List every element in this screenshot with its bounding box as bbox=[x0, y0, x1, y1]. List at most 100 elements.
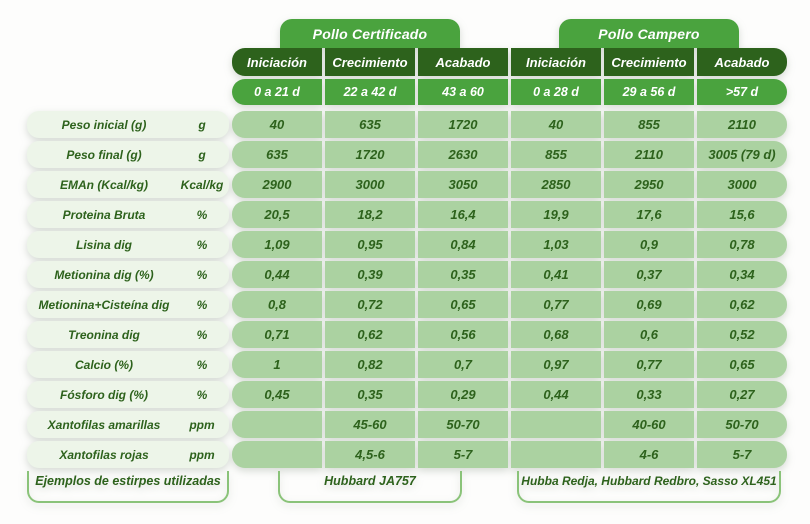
cell-value: 3005 (79 d) bbox=[697, 141, 787, 168]
phase-header: Acabado bbox=[418, 48, 508, 76]
cell-value: 0,97 bbox=[511, 351, 601, 378]
cell-value: 0,68 bbox=[511, 321, 601, 348]
row-unit: % bbox=[196, 357, 208, 372]
cell-value: 855 bbox=[511, 141, 601, 168]
row-label: Xantofilas amarillas bbox=[47, 417, 161, 432]
cell-value: 0,56 bbox=[418, 321, 508, 348]
cell-value: 0,82 bbox=[325, 351, 415, 378]
age-header: 22 a 42 d bbox=[325, 79, 415, 105]
cell-value: 2900 bbox=[232, 171, 322, 198]
row-label: Metionina+Cisteína dig bbox=[38, 297, 170, 312]
cell-value: 20,5 bbox=[232, 201, 322, 228]
table-row: Peso final (g) g 635 1720 2630 855 2110 3005 (7… bbox=[27, 141, 787, 168]
cell-value: 17,6 bbox=[604, 201, 694, 228]
group-tab-wrap-certificado: Pollo Certificado bbox=[232, 12, 508, 48]
row-label-pill: EMAn (Kcal/kg) Kcal/kg bbox=[27, 171, 229, 198]
phase-header-row: Iniciación Crecimiento Acabado Iniciació… bbox=[27, 48, 787, 76]
header-spacer bbox=[27, 12, 229, 48]
row-label: Metionina dig (%) bbox=[54, 267, 154, 282]
row-label: EMAn (Kcal/kg) bbox=[59, 177, 148, 192]
header-spacer bbox=[27, 48, 229, 76]
cell-value: 0,35 bbox=[325, 381, 415, 408]
table-row: Metionina dig (%)% 0,44 0,39 0,35 0,41 0,37 0,… bbox=[27, 261, 787, 288]
table-row: Lisina dig% 1,09 0,95 0,84 1,03 0,9 0,78 bbox=[27, 231, 787, 258]
cell-value: 15,6 bbox=[697, 201, 787, 228]
cell-value: 0,62 bbox=[697, 291, 787, 318]
cell-value: 635 bbox=[232, 141, 322, 168]
row-label-pill: Peso inicial (g) g bbox=[27, 111, 229, 138]
cell-value: 16,4 bbox=[418, 201, 508, 228]
cell-value: 0,72 bbox=[325, 291, 415, 318]
cell-value: 2110 bbox=[604, 141, 694, 168]
cell-value: 5-7 bbox=[697, 441, 787, 468]
row-label-pill: Calcio (%)% bbox=[27, 351, 229, 378]
cell-value: 2850 bbox=[511, 171, 601, 198]
cell-value: 0,44 bbox=[232, 261, 322, 288]
cell-value: 0,44 bbox=[511, 381, 601, 408]
cell-value: 45-60 bbox=[325, 411, 415, 438]
cell-value: 0,45 bbox=[232, 381, 322, 408]
phase-header: Iniciación bbox=[511, 48, 601, 76]
cell-value: 0,77 bbox=[604, 351, 694, 378]
group-tabs-row: Pollo Certificado Pollo Campero bbox=[27, 12, 787, 48]
row-label-pill: Metionina+Cisteína dig% bbox=[27, 291, 229, 318]
row-unit: ppm bbox=[189, 417, 215, 432]
cell-value: 50-70 bbox=[697, 411, 787, 438]
cell-value: 5-7 bbox=[418, 441, 508, 468]
phase-header: Iniciación bbox=[232, 48, 322, 76]
cell-value: 0,34 bbox=[697, 261, 787, 288]
row-unit: g bbox=[198, 147, 206, 162]
cell-value: 0,35 bbox=[418, 261, 508, 288]
cell-value: 3000 bbox=[325, 171, 415, 198]
cell-value: 0,41 bbox=[511, 261, 601, 288]
cell-value: 18,2 bbox=[325, 201, 415, 228]
table-row: Metionina+Cisteína dig% 0,8 0,72 0,65 0,77 0,… bbox=[27, 291, 787, 318]
cell-value: 855 bbox=[604, 111, 694, 138]
cell-value bbox=[232, 441, 322, 468]
footer-certificado-strains: Hubbard JA757 bbox=[277, 471, 463, 503]
age-header-row: 0 a 21 d 22 a 42 d 43 a 60 0 a 28 d 29 a… bbox=[27, 79, 787, 105]
cell-value: 40-60 bbox=[604, 411, 694, 438]
header-spacer bbox=[27, 79, 229, 105]
cell-value: 0,78 bbox=[697, 231, 787, 258]
cell-value bbox=[511, 411, 601, 438]
table-row: Peso inicial (g) g 40 635 1720 40 855 2110 bbox=[27, 111, 787, 138]
cell-value: 40 bbox=[511, 111, 601, 138]
cell-value: 0,62 bbox=[325, 321, 415, 348]
cell-value: 2630 bbox=[418, 141, 508, 168]
cell-value: 0,95 bbox=[325, 231, 415, 258]
row-label: Lisina dig bbox=[75, 237, 132, 252]
footer-campero-strains: Hubba Redja, Hubbard Redbro, Sasso XL451 bbox=[516, 471, 782, 503]
row-unit: % bbox=[196, 387, 208, 402]
phase-header: Crecimiento bbox=[604, 48, 694, 76]
row-label-pill: Metionina dig (%)% bbox=[27, 261, 229, 288]
footer-certificado-wrap: Hubbard JA757 bbox=[232, 471, 508, 503]
footer-campero-wrap: Hubba Redja, Hubbard Redbro, Sasso XL451 bbox=[511, 471, 787, 503]
age-header: 0 a 21 d bbox=[232, 79, 322, 105]
cell-value: 19,9 bbox=[511, 201, 601, 228]
cell-value: 2110 bbox=[697, 111, 787, 138]
cell-value: 1,03 bbox=[511, 231, 601, 258]
cell-value: 2950 bbox=[604, 171, 694, 198]
cell-value: 4,5-6 bbox=[325, 441, 415, 468]
cell-value: 0,9 bbox=[604, 231, 694, 258]
table-row: Treonina dig% 0,71 0,62 0,56 0,68 0,6 0,52 bbox=[27, 321, 787, 348]
cell-value bbox=[232, 411, 322, 438]
row-label-pill: Proteina Bruta% bbox=[27, 201, 229, 228]
cell-value: 0,27 bbox=[697, 381, 787, 408]
row-label: Peso inicial (g) bbox=[61, 117, 147, 132]
row-label: Fósforo dig (%) bbox=[60, 387, 148, 402]
cell-value: 1720 bbox=[418, 111, 508, 138]
phase-header: Acabado bbox=[697, 48, 787, 76]
cell-value: 50-70 bbox=[418, 411, 508, 438]
group-tab-certificado: Pollo Certificado bbox=[280, 19, 460, 48]
cell-value: 0,29 bbox=[418, 381, 508, 408]
row-label: Calcio (%) bbox=[74, 357, 133, 372]
age-header: 0 a 28 d bbox=[511, 79, 601, 105]
group-tab-wrap-campero: Pollo Campero bbox=[511, 12, 787, 48]
cell-value: 0,69 bbox=[604, 291, 694, 318]
table-body: Peso inicial (g) g 40 635 1720 40 855 2110 Peso … bbox=[27, 111, 787, 468]
phase-header: Crecimiento bbox=[325, 48, 415, 76]
cell-value: 3000 bbox=[697, 171, 787, 198]
table-row: Xantofilas amarillas ppm 45-60 50-70 40-60 50… bbox=[27, 411, 787, 438]
